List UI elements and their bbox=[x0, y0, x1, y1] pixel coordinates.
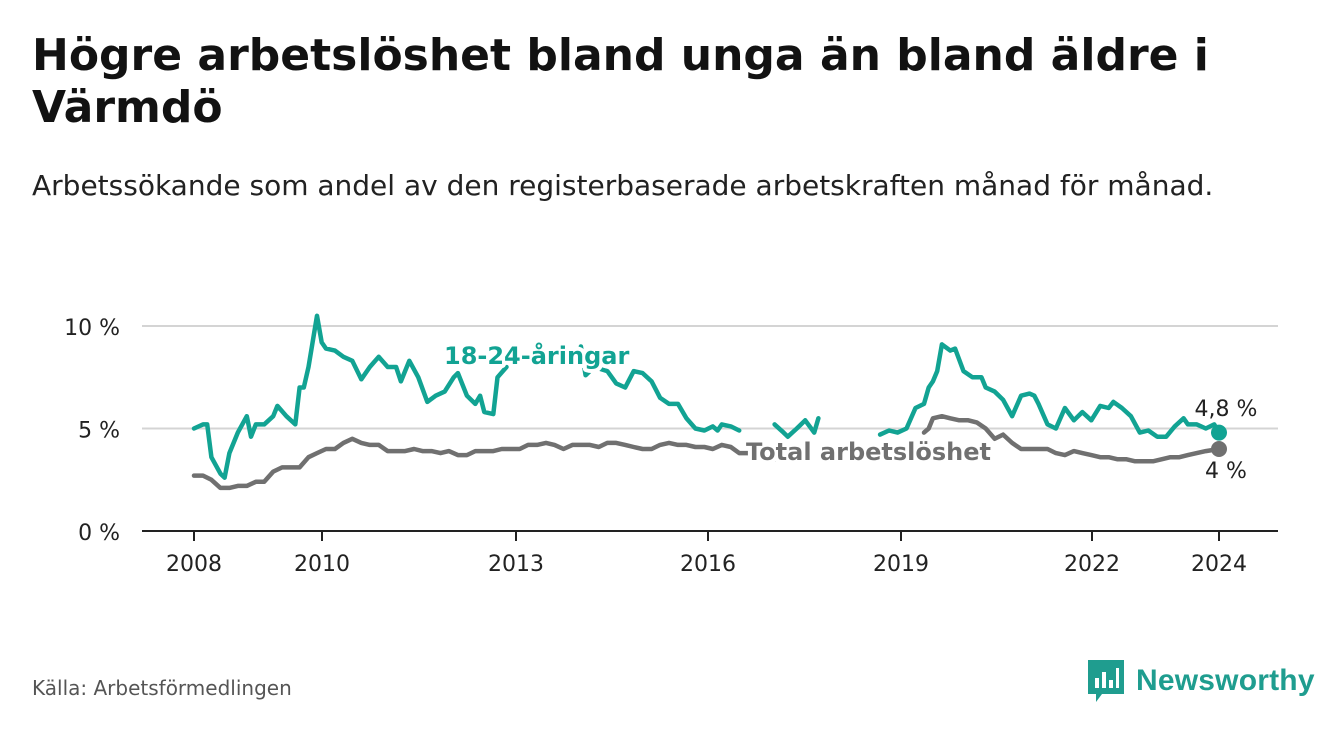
x-tick-label: 2010 bbox=[294, 552, 350, 577]
newsworthy-logo-icon bbox=[1088, 660, 1124, 702]
x-tick-label: 2013 bbox=[488, 552, 544, 577]
x-tick-label: 2022 bbox=[1064, 552, 1120, 577]
line-chart: 0 %5 %10 % 2008 2010 2013 2016 2019 2022 2024 … bbox=[64, 313, 1278, 577]
x-tick-label: 2016 bbox=[680, 552, 736, 577]
youth-end-value: 4,8 % bbox=[1195, 397, 1258, 422]
brand-name: Newsworthy bbox=[1136, 664, 1315, 697]
youth-series-label-halo: 18-24-åringar bbox=[444, 341, 629, 370]
series-lines bbox=[191, 313, 1227, 491]
x-tick-label: 2024 bbox=[1191, 552, 1247, 577]
series-end-point-1 bbox=[1211, 441, 1227, 457]
y-tick-label: 5 % bbox=[78, 419, 120, 444]
y-tick-label: 10 % bbox=[64, 316, 120, 341]
y-tick-label: 0 % bbox=[78, 521, 120, 546]
chart-title: Högre arbetslöshet bland unga än bland ä… bbox=[32, 30, 1209, 133]
total-end-value-halo: 4 % bbox=[1205, 459, 1247, 484]
gridlines: 0 % 5 % 10 % bbox=[64, 316, 1278, 546]
total-end-value: 4 % bbox=[1205, 459, 1247, 484]
chart-subtitle: Arbetssökande som andel av den registerb… bbox=[32, 169, 1214, 202]
total-series-label-halo: Total arbetslöshet bbox=[746, 438, 991, 466]
series-line-0 bbox=[191, 313, 1222, 480]
x-tick-label: 2019 bbox=[873, 552, 929, 577]
series-end-point-0 bbox=[1211, 424, 1227, 441]
x-axis: 2008 2010 2013 2016 2019 2022 2024 bbox=[142, 530, 1278, 577]
x-tick-label: 2008 bbox=[166, 552, 222, 577]
source-note: Källa: Arbetsförmedlingen bbox=[32, 676, 292, 700]
youth-end-value-halo: 4,8 % bbox=[1195, 397, 1258, 422]
total-series-label: Total arbetslöshet bbox=[746, 438, 991, 466]
newsworthy-logo[interactable]: Newsworthy bbox=[1088, 660, 1315, 702]
series-line-1 bbox=[191, 413, 1222, 491]
youth-series-label: 18-24-åringar bbox=[444, 341, 629, 370]
